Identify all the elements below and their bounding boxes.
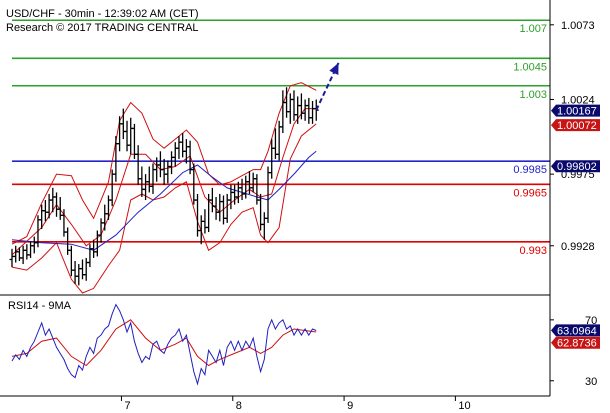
level-label-3: 0.9985 — [513, 164, 547, 176]
time-tick-label-3: 10 — [458, 400, 470, 412]
rsi-ma-line — [11, 319, 317, 367]
level-label-5: 0.993 — [519, 245, 547, 257]
svg-text:62.8736: 62.8736 — [557, 338, 597, 350]
price-tag-0: 1.00072 — [551, 119, 600, 132]
forecast-arrow-head — [329, 62, 339, 75]
svg-text:1.00167: 1.00167 — [557, 106, 597, 118]
rsi-tick-label-1: 30 — [585, 376, 597, 388]
level-label-4: 0.9965 — [513, 187, 547, 199]
rsi-ma-tag: 62.8736 — [551, 336, 600, 350]
price-candles — [9, 87, 319, 286]
rsi-current-tag: 63.0964 — [551, 324, 600, 337]
time-tick-label-0: 7 — [124, 400, 130, 412]
time-tick-label-1: 8 — [236, 400, 242, 412]
rsi-tick-label-0: 70 — [585, 315, 597, 327]
rsi-line — [11, 303, 317, 386]
price-panel: 1.007 1.0045 1.003 0.9985 0.9965 0.993 USD/CH… — [6, 8, 550, 294]
current-price-tag: 1.00167 — [551, 104, 600, 118]
svg-text:63.0964: 63.0964 — [557, 325, 597, 337]
chart-subtitle: Research © 2017 TRADING CENTRAL — [6, 22, 199, 34]
rsi-title: RSI14 - 9MA — [8, 300, 72, 312]
forecast-arrow — [315, 62, 340, 111]
price-indicator-lines — [11, 82, 317, 294]
level-label-0: 1.007 — [519, 23, 547, 35]
bollinger-upper-line — [11, 82, 317, 245]
svg-text:0.99802: 0.99802 — [557, 161, 597, 173]
price-tick-label-1: 1.0024 — [561, 94, 595, 106]
level-label-2: 1.003 — [519, 89, 547, 101]
bollinger-mid-line — [11, 108, 317, 256]
rsi-panel: RSI14 - 9MA — [8, 300, 317, 386]
time-tick-label-2: 9 — [347, 400, 353, 412]
price-tick-label-0: 1.0073 — [561, 20, 595, 32]
bollinger-lower-line — [11, 123, 317, 294]
price-tick-label-3: 0.9928 — [561, 241, 595, 253]
chart-title: USD/CHF - 30min - 12:39:02 AM (CET) — [6, 8, 199, 20]
price-tag-1: 0.99802 — [551, 160, 600, 173]
svg-text:1.00072: 1.00072 — [557, 120, 597, 132]
level-label-1: 1.0045 — [513, 61, 547, 73]
rsi-lines — [11, 303, 317, 386]
